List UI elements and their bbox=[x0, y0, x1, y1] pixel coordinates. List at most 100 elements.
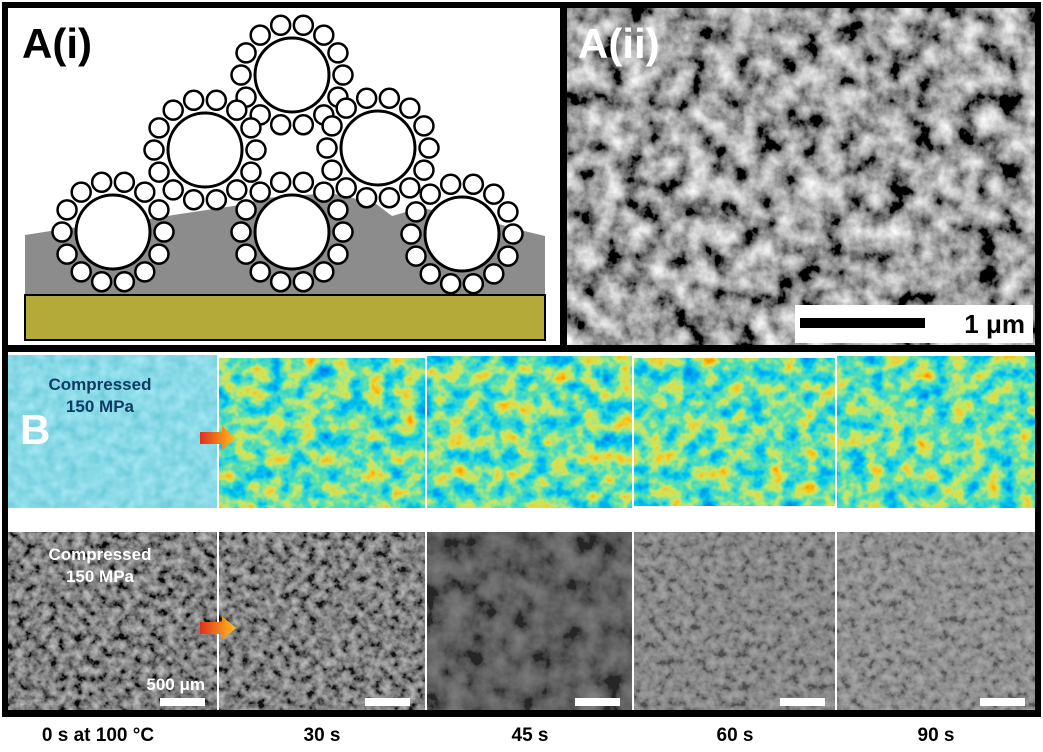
small-particle bbox=[271, 272, 290, 291]
panel-label: B bbox=[20, 406, 50, 453]
small-particle bbox=[135, 183, 154, 202]
small-particle bbox=[314, 262, 333, 281]
small-particle bbox=[294, 272, 313, 291]
small-particle bbox=[314, 26, 333, 45]
small-particle bbox=[207, 190, 226, 209]
small-particle bbox=[271, 173, 290, 192]
small-particle bbox=[232, 223, 251, 242]
large-particle bbox=[76, 195, 150, 269]
small-particle bbox=[251, 262, 270, 281]
scale-bar-label: 500 μm bbox=[146, 675, 205, 694]
height-map bbox=[837, 356, 1035, 508]
small-particle bbox=[441, 274, 460, 293]
small-particle bbox=[294, 115, 313, 134]
small-particle bbox=[72, 183, 91, 202]
small-particle bbox=[149, 245, 168, 264]
small-particle bbox=[294, 16, 313, 35]
scale-bar-label: 1 μm bbox=[964, 309, 1025, 339]
small-particle bbox=[58, 245, 77, 264]
small-particle bbox=[314, 183, 333, 202]
small-particle bbox=[400, 178, 419, 197]
small-particle bbox=[484, 264, 503, 283]
small-particle bbox=[241, 163, 260, 182]
small-particle bbox=[53, 223, 72, 242]
small-particle bbox=[498, 247, 517, 266]
small-particle bbox=[115, 272, 134, 291]
small-particle bbox=[150, 118, 169, 137]
small-particle bbox=[420, 139, 439, 158]
large-particle bbox=[425, 197, 499, 271]
small-particle bbox=[164, 180, 183, 199]
scale-bar bbox=[800, 318, 925, 328]
sem-texture bbox=[427, 532, 632, 710]
small-particle bbox=[414, 161, 433, 180]
time-label: 45 s bbox=[512, 725, 549, 746]
substrate bbox=[25, 295, 545, 340]
sem-texture bbox=[634, 532, 835, 710]
time-label: 0 s at 100 °C bbox=[42, 725, 154, 746]
scale-bar bbox=[780, 698, 825, 706]
small-particle bbox=[337, 99, 356, 118]
small-particle bbox=[400, 99, 419, 118]
small-particle bbox=[155, 223, 174, 242]
small-particle bbox=[380, 188, 399, 207]
small-particle bbox=[145, 141, 164, 160]
sem-texture bbox=[219, 532, 425, 710]
small-particle bbox=[464, 175, 483, 194]
small-particle bbox=[421, 185, 440, 204]
small-particle bbox=[149, 200, 168, 219]
small-particle bbox=[232, 66, 251, 85]
small-particle bbox=[337, 178, 356, 197]
small-particle bbox=[237, 245, 256, 264]
small-particle bbox=[334, 66, 353, 85]
small-particle bbox=[328, 43, 347, 62]
small-particle bbox=[380, 89, 399, 108]
small-particle bbox=[498, 202, 517, 221]
small-particle bbox=[227, 101, 246, 120]
time-label: 60 s bbox=[717, 725, 754, 746]
scale-bar bbox=[575, 698, 620, 706]
sem-texture bbox=[837, 532, 1035, 710]
small-particle bbox=[207, 91, 226, 110]
figure: A(i) A(ii) 1 μm B Compressed 150 MPa Com… bbox=[0, 0, 1043, 752]
height-map bbox=[427, 356, 632, 508]
small-particle bbox=[241, 118, 260, 137]
small-particle bbox=[334, 223, 353, 242]
small-particle bbox=[92, 272, 111, 291]
small-particle bbox=[164, 101, 183, 120]
small-particle bbox=[504, 225, 523, 244]
small-particle bbox=[318, 139, 337, 158]
scale-bar bbox=[160, 698, 205, 706]
small-particle bbox=[402, 225, 421, 244]
panel-label: A(ii) bbox=[578, 20, 660, 67]
small-particle bbox=[237, 200, 256, 219]
small-particle bbox=[294, 173, 313, 192]
inset-text: Compressed bbox=[49, 545, 152, 564]
small-particle bbox=[323, 161, 342, 180]
small-particle bbox=[464, 274, 483, 293]
large-particle bbox=[255, 38, 329, 112]
time-label: 30 s bbox=[304, 725, 341, 746]
small-particle bbox=[237, 43, 256, 62]
small-particle bbox=[92, 173, 111, 192]
small-particle bbox=[115, 173, 134, 192]
small-particle bbox=[421, 264, 440, 283]
small-particle bbox=[227, 180, 246, 199]
time-label: 90 s bbox=[918, 725, 955, 746]
height-map bbox=[219, 358, 425, 508]
small-particle bbox=[150, 163, 169, 182]
panel-label: A(i) bbox=[22, 20, 92, 67]
scale-bar bbox=[365, 698, 410, 706]
large-particle bbox=[168, 113, 242, 187]
small-particle bbox=[251, 26, 270, 45]
large-particle bbox=[255, 195, 329, 269]
large-particle bbox=[341, 111, 415, 185]
small-particle bbox=[357, 89, 376, 108]
small-particle bbox=[72, 262, 91, 281]
small-particle bbox=[251, 183, 270, 202]
small-particle bbox=[271, 115, 290, 134]
small-particle bbox=[135, 262, 154, 281]
small-particle bbox=[184, 190, 203, 209]
small-particle bbox=[184, 91, 203, 110]
small-particle bbox=[328, 245, 347, 264]
